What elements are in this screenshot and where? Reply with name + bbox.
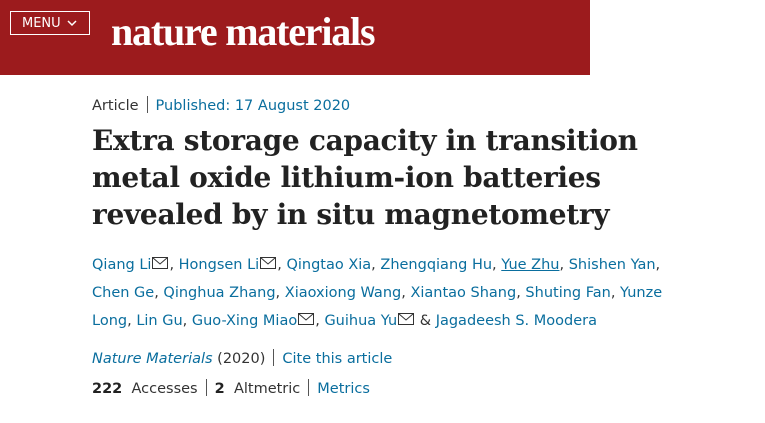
menu-button[interactable]: MENU [10, 11, 90, 35]
separator: , [277, 257, 282, 273]
author-name[interactable]: Qinghua Zhang [163, 285, 276, 301]
separator: , [371, 257, 376, 273]
separator: , [516, 285, 521, 301]
author-name[interactable]: Shuting Fan [525, 285, 611, 301]
email-icon[interactable] [398, 313, 415, 325]
logo[interactable]: nature materials [111, 9, 376, 54]
altmetric-label: Altmetric [233, 381, 301, 397]
accesses-count: 222 [92, 381, 123, 397]
cite-link[interactable]: Cite this article [282, 351, 393, 367]
email-icon[interactable] [152, 257, 169, 269]
article-meta: Article Published: 17 August 2020 [92, 96, 712, 114]
separator: , [610, 285, 616, 301]
author-name[interactable]: Guihua Yu [324, 313, 398, 329]
accesses-label: Accesses [131, 381, 198, 397]
separator: , [492, 257, 497, 273]
separator: , [559, 257, 565, 273]
altmetric-count: 2 [214, 381, 225, 397]
article-type: Article [92, 98, 139, 114]
email-icon[interactable] [298, 313, 315, 325]
email-icon[interactable] [260, 257, 277, 269]
author-name[interactable]: Shishen Yan [568, 257, 656, 273]
separator: , [127, 313, 132, 329]
author-name[interactable]: Zhengqiang Hu [380, 257, 493, 273]
year: (2020) [217, 351, 266, 367]
metrics-bar: 222 Accesses 2 Altmetric Metrics [92, 379, 712, 397]
author-name[interactable]: Yunze Long [92, 285, 663, 329]
author-name[interactable]: Qiang Li [92, 257, 152, 273]
article-header: Article Published: 17 August 2020 Extra s… [92, 96, 712, 397]
metrics-link[interactable]: Metrics [317, 381, 370, 397]
journal-line: Nature Materials (2020) Cite this article [92, 349, 712, 367]
separator: , [182, 313, 188, 329]
separator: , [154, 285, 159, 301]
author-name[interactable]: Chen Ge [92, 285, 155, 301]
author-name[interactable]: Xiaoxiong Wang [284, 285, 402, 301]
menu-label: MENU [22, 16, 61, 31]
separator: , [655, 257, 661, 273]
author-name[interactable]: Hongsen Li [178, 257, 260, 273]
header: MENU nature materials [0, 0, 590, 75]
separator: , [275, 285, 281, 301]
author-name[interactable]: Yue Zhu [501, 257, 560, 273]
article-title: Extra storage capacity in transition met… [92, 124, 638, 231]
chevron [67, 20, 77, 27]
separator: , [315, 313, 320, 329]
journal-name[interactable]: Nature Materials [92, 351, 213, 367]
author-name[interactable]: Guo-Xing Miao [191, 313, 298, 329]
author-name[interactable]: Jagadeesh S. Moodera [435, 313, 597, 329]
published-date: Published: 17 August 2020 [155, 98, 351, 114]
separator: , [169, 257, 175, 273]
author-list: Qiang Li, Hongsen Li, Qingtao Xia, Zheng… [92, 251, 692, 335]
author-name[interactable]: Lin Gu [136, 313, 183, 329]
conjunction: & [419, 313, 432, 329]
author-name[interactable]: Xiantao Shang [410, 285, 517, 301]
separator: , [401, 285, 406, 301]
author-name[interactable]: Qingtao Xia [286, 257, 372, 273]
